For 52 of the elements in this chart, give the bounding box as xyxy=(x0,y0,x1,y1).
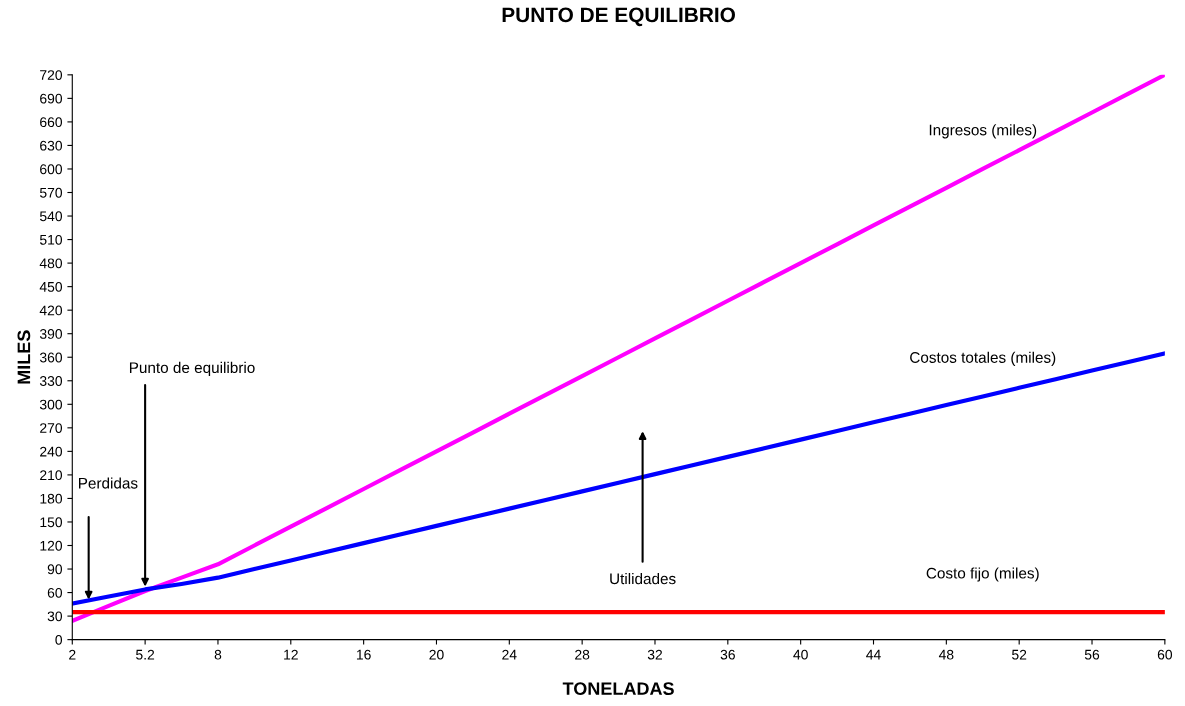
y-tick-label: 390 xyxy=(39,329,63,339)
x-tick-label: 24 xyxy=(502,649,517,660)
x-tick-label: 40 xyxy=(793,649,808,660)
y-tick-label: 690 xyxy=(40,93,63,104)
x-tick-label: 60 xyxy=(1157,649,1173,660)
x-tick-label: 56 xyxy=(1084,649,1100,660)
y-tick-label: 660 xyxy=(40,117,63,128)
y-tick-label: 540 xyxy=(39,211,63,222)
y-tick-label: 360 xyxy=(39,352,63,363)
y-tick-label: 180 xyxy=(40,493,63,504)
x-tick-label: 36 xyxy=(720,649,735,660)
y-tick-label: 420 xyxy=(39,305,63,316)
line-series xyxy=(72,351,1165,606)
y-tick-label: 300 xyxy=(39,399,63,410)
y-tick-label: 0 xyxy=(55,634,63,645)
series-label: Costo fijo (miles) xyxy=(926,567,1039,582)
y-tick-label: 240 xyxy=(40,446,63,457)
x-tick-label: 28 xyxy=(575,649,590,660)
x-tick-label: 52 xyxy=(1012,649,1027,660)
y-tick-label: 120 xyxy=(40,540,63,551)
y-tick-label: 210 xyxy=(40,470,63,481)
y-tick-label: 270 xyxy=(40,423,63,434)
line-series xyxy=(72,74,1165,623)
chart-title: PUNTO DE EQUILIBRIO xyxy=(502,7,735,27)
y-tick-label: 570 xyxy=(39,187,63,198)
y-axis-title: MILES xyxy=(17,330,31,384)
x-axis-title: TONELADAS xyxy=(562,682,674,696)
x-tick-label: 12 xyxy=(284,649,298,660)
x-tick-label: 2 xyxy=(69,649,76,660)
annotation: Perdidas xyxy=(79,477,138,489)
series-label: Costos totales (miles) xyxy=(910,351,1056,366)
x-tick-label: 48 xyxy=(938,649,954,660)
y-tick-label: 450 xyxy=(39,281,63,292)
y-tick-label: 510 xyxy=(39,234,63,245)
y-tick-label: 30 xyxy=(47,611,63,622)
x-tick-label: 5.2 xyxy=(136,649,155,660)
y-tick-label: 90 xyxy=(47,564,63,575)
x-tick-label: 20 xyxy=(429,649,444,660)
y-tick-label: 330 xyxy=(39,376,63,386)
y-tick-label: 60 xyxy=(47,587,63,598)
annotation: Punto de equilibrio xyxy=(129,361,255,377)
y-tick-label: 150 xyxy=(40,517,63,528)
x-tick-label: 44 xyxy=(866,649,881,660)
y-tick-label: 600 xyxy=(40,164,63,175)
y-tick-label: 630 xyxy=(40,140,63,151)
x-tick-label: 32 xyxy=(647,649,663,660)
y-tick-label: 480 xyxy=(39,258,63,269)
x-tick-label: 16 xyxy=(356,649,371,660)
y-tick-label: 720 xyxy=(40,70,63,81)
annotation: Utilidades xyxy=(610,572,676,585)
series-label: Ingresos (miles) xyxy=(929,124,1037,139)
x-tick-label: 8 xyxy=(214,649,222,660)
